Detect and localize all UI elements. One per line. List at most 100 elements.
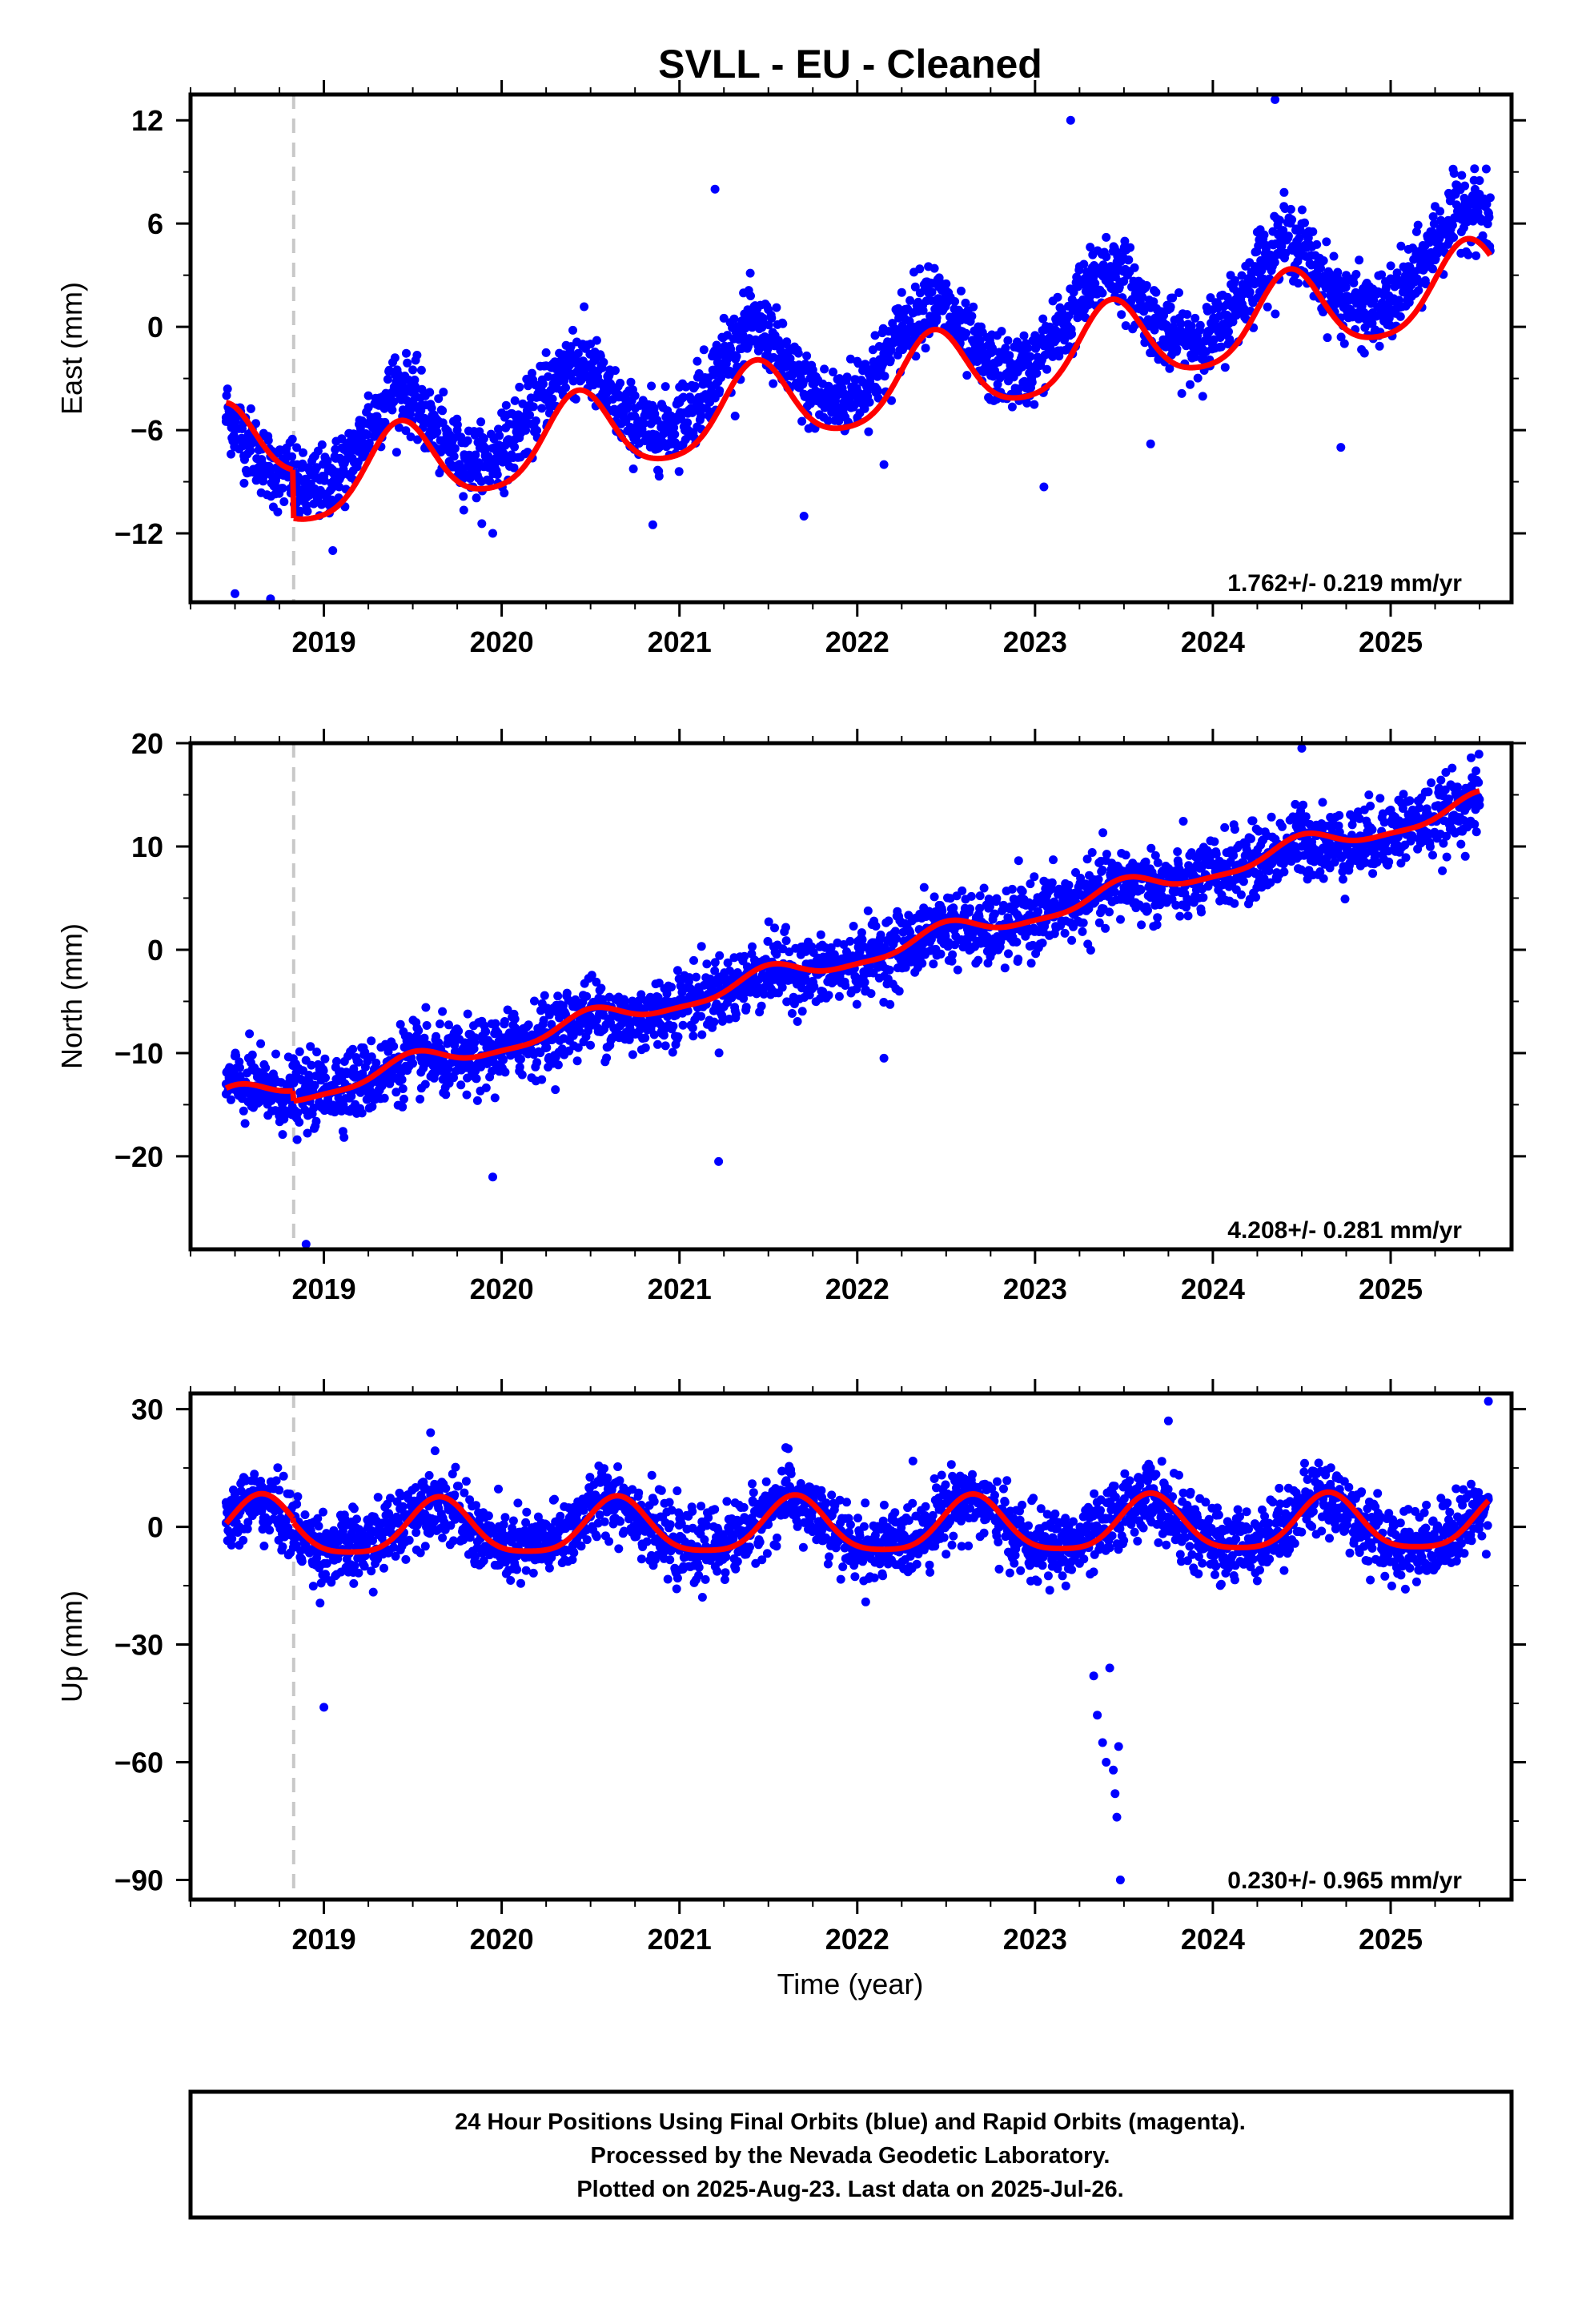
east-point: [1375, 341, 1384, 351]
north-point: [397, 1075, 407, 1084]
east-point: [975, 336, 985, 345]
north-point: [292, 1135, 302, 1144]
east-ytick-label: 6: [147, 207, 163, 240]
east-point: [532, 426, 542, 435]
east-point: [1484, 212, 1494, 222]
north-point: [454, 1027, 464, 1035]
east-point: [611, 366, 620, 376]
east-point: [808, 365, 817, 375]
north-point: [930, 892, 939, 902]
east-point: [802, 351, 812, 360]
east-point: [1106, 262, 1115, 271]
north-point: [669, 1021, 678, 1031]
east-point: [1386, 274, 1395, 283]
east-point: [1482, 199, 1492, 209]
east-point: [626, 377, 636, 387]
east-point: [1191, 313, 1200, 323]
north-point: [309, 1104, 319, 1112]
north-point: [1197, 907, 1206, 917]
east-point: [294, 472, 303, 482]
east-point: [764, 320, 773, 330]
east-point: [1026, 352, 1035, 361]
north-point: [371, 1058, 381, 1068]
east-point: [501, 400, 511, 410]
north-point: [958, 886, 967, 895]
east-point: [1457, 171, 1467, 180]
north-point: [1034, 907, 1043, 916]
east-point: [539, 380, 548, 388]
east-point: [391, 448, 401, 457]
east-point: [295, 506, 305, 516]
north-point: [860, 978, 869, 987]
north-point: [770, 923, 779, 933]
east-xtick-label: 2020: [470, 625, 534, 658]
north-point: [551, 1085, 560, 1095]
east-point: [772, 303, 781, 312]
north-point: [481, 1083, 491, 1092]
east-point: [1279, 202, 1289, 211]
north-point: [1098, 828, 1108, 838]
east-model-curve: [291, 235, 1493, 522]
east-point: [934, 273, 944, 283]
east-point: [390, 353, 400, 363]
north-point: [377, 1081, 387, 1091]
east-point: [1130, 263, 1139, 272]
north-point: [1230, 825, 1239, 834]
east-outlier-point: [488, 529, 497, 538]
east-point: [1339, 339, 1349, 348]
east-point: [729, 314, 739, 324]
north-point: [423, 1040, 432, 1050]
east-point: [873, 386, 882, 396]
east-point: [1323, 333, 1332, 343]
east-daily-positions: [221, 94, 1495, 602]
east-point: [1119, 244, 1129, 254]
north-point: [357, 1108, 367, 1118]
east-point: [1198, 392, 1207, 401]
east-point: [1392, 268, 1402, 278]
east-point: [1464, 250, 1473, 259]
north-point: [748, 942, 757, 951]
east-point: [798, 377, 808, 387]
north-point: [659, 1031, 669, 1040]
north-point: [280, 1106, 290, 1116]
east-xtick-label: 2022: [825, 625, 889, 658]
east-point: [515, 382, 524, 392]
east-point: [1138, 292, 1147, 302]
north-point: [422, 1021, 432, 1030]
east-point: [1121, 321, 1130, 331]
east-point: [1163, 305, 1173, 315]
east-point: [961, 298, 970, 308]
east-point: [599, 357, 608, 367]
east-point: [1172, 344, 1182, 354]
north-point: [894, 987, 904, 996]
east-point: [878, 360, 888, 369]
east-point: [628, 464, 638, 473]
north-point: [500, 1068, 510, 1077]
north-point: [530, 996, 539, 1006]
east-point: [273, 507, 283, 517]
east-point: [497, 408, 507, 418]
north-point: [239, 1106, 248, 1116]
east-point: [924, 262, 934, 271]
north-point: [884, 916, 893, 926]
east-point: [518, 399, 528, 408]
east-outlier-point: [799, 512, 809, 521]
north-point: [1183, 911, 1193, 921]
east-point: [568, 325, 577, 335]
east-point: [1014, 384, 1023, 394]
east-point: [287, 434, 297, 444]
east-outlier-point: [231, 589, 239, 598]
east-point: [1270, 258, 1279, 267]
north-point: [697, 942, 706, 951]
north-point: [1143, 906, 1152, 915]
east-point: [734, 323, 743, 332]
east-point: [1019, 331, 1029, 340]
north-point: [582, 991, 592, 1001]
east-point: [845, 354, 855, 364]
east-point: [1149, 297, 1158, 307]
east-point: [942, 279, 951, 288]
east-point: [1027, 377, 1037, 387]
east-point: [1449, 233, 1459, 242]
east-point: [764, 305, 773, 315]
north-point: [398, 1084, 408, 1093]
